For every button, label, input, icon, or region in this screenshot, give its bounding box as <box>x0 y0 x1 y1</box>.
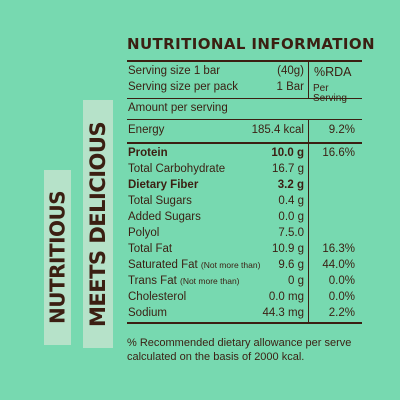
bottom-divider <box>127 322 362 324</box>
nutrient-rows: Energy 185.4 kcal 9.2% Protein 10.0 g 16.6% To… <box>127 120 362 322</box>
energy-divider <box>127 142 362 144</box>
nutrient-name-text: Total Fat <box>128 243 173 255</box>
nutrient-name-text: Trans Fat <box>128 275 177 287</box>
serving-info: Serving size 1 bar (40g) Serving size pe… <box>127 62 362 104</box>
nutrient-name-text: Saturated Fat <box>128 259 198 271</box>
nutrient-name: Trans Fat (Not more than) <box>128 275 240 288</box>
nutrient-row: Added Sugars 0.0 g <box>127 210 362 226</box>
nutrient-row: Polyol 7.5.0 <box>127 226 362 242</box>
nutrient-rda: 16.3% <box>322 243 355 255</box>
nutrient-amount: 10.9 g <box>272 243 304 255</box>
nutrient-amount: 9.6 g <box>278 259 304 271</box>
nutrient-row: Sodium 44.3 mg 2.2% <box>127 306 362 322</box>
nutrition-title: NUTRITIONAL INFORMATION <box>127 35 375 53</box>
side-band-nutritious: NUTRITIOUS <box>44 170 71 345</box>
nutrient-name-text: Dietary Fiber <box>128 179 199 191</box>
nutrient-amount: 0.4 g <box>278 195 304 207</box>
rda-rows-divider <box>308 120 309 322</box>
nutrient-amount: 7.5.0 <box>278 227 304 239</box>
nutrient-name: Dietary Fiber <box>128 179 199 192</box>
nutrient-amount: 0.0 g <box>278 211 304 223</box>
nutrient-row: Total Sugars 0.4 g <box>127 194 362 210</box>
amount-header: Amount per serving <box>127 99 362 119</box>
nutrient-row: Energy 185.4 kcal 9.2% <box>127 120 362 142</box>
nutrient-name-text: Polyol <box>128 227 160 239</box>
nutrient-row: Dietary Fiber 3.2 g <box>127 178 362 194</box>
nutrient-name: Protein <box>128 147 168 160</box>
top-divider <box>127 60 362 62</box>
rda-subheader: Per Serving <box>313 83 347 104</box>
nutrient-name: Total Carbohydrate <box>128 163 226 176</box>
nutrient-name-text: Energy <box>128 124 165 136</box>
nutrient-amount: 10.0 g <box>271 147 304 159</box>
nutrient-name-text: Added Sugars <box>128 211 201 223</box>
nutrient-name: Cholesterol <box>128 291 187 304</box>
nutrient-name: Total Fat <box>128 243 173 256</box>
footnote: % Recommended dietary allowance per serv… <box>127 337 352 363</box>
side-text-meets-delicious: MEETS DELICIOUS <box>86 121 110 327</box>
rda-column-divider <box>308 62 309 98</box>
nutrition-panel: Serving size 1 bar (40g) Serving size pe… <box>127 60 362 324</box>
nutrient-rda: 0.0% <box>328 275 355 287</box>
nutrient-name-text: Cholesterol <box>128 291 187 303</box>
nutrient-note: (Not more than) <box>179 276 240 286</box>
rda-header: %RDA <box>314 65 352 79</box>
nutrient-row: Cholesterol 0.0 mg 0.0% <box>127 290 362 306</box>
nutrient-name: Total Sugars <box>128 195 192 208</box>
nutrient-amount: 185.4 kcal <box>251 124 304 136</box>
nutrient-name: Added Sugars <box>128 211 201 224</box>
nutrient-amount: 3.2 g <box>277 179 304 191</box>
serving-size-label: Serving size 1 bar <box>128 65 221 77</box>
nutrient-row: Protein 10.0 g 16.6% <box>127 146 362 162</box>
amount-divider <box>127 119 362 120</box>
nutrient-rda: 44.0% <box>322 259 355 271</box>
nutrient-name: Sodium <box>128 307 167 320</box>
nutrient-name-text: Protein <box>128 147 168 159</box>
side-text-nutritious: NUTRITIOUS <box>45 190 70 325</box>
amount-header-label: Amount per serving <box>128 102 228 114</box>
nutrient-rda: 9.2% <box>328 124 355 136</box>
nutrient-note: (Not more than) <box>200 260 261 270</box>
nutrient-name-text: Total Sugars <box>128 195 192 207</box>
nutrient-rda: 2.2% <box>328 307 355 319</box>
nutrient-name-text: Sodium <box>128 307 167 319</box>
nutrient-amount: 44.3 mg <box>262 307 304 319</box>
serving-per-pack-label: Serving size per pack <box>128 81 238 93</box>
nutrient-row: Saturated Fat (Not more than) 9.6 g 44.0% <box>127 258 362 274</box>
nutrient-row: Trans Fat (Not more than) 0 g 0.0% <box>127 274 362 290</box>
serving-divider <box>127 98 362 99</box>
serving-size-value: (40g) <box>277 65 304 77</box>
nutrient-amount: 16.7 g <box>272 163 304 175</box>
nutrient-rda: 0.0% <box>328 291 355 303</box>
nutrient-amount: 0.0 mg <box>268 291 304 303</box>
nutrient-name: Saturated Fat (Not more than) <box>128 259 261 272</box>
nutrient-name: Energy <box>128 124 165 137</box>
nutrient-name: Polyol <box>128 227 160 240</box>
nutrient-rda: 16.6% <box>322 147 355 159</box>
nutrient-amount: 0 g <box>288 275 304 287</box>
serving-per-pack-value: 1 Bar <box>276 81 305 93</box>
nutrient-row: Total Carbohydrate 16.7 g <box>127 162 362 178</box>
nutrient-row: Total Fat 10.9 g 16.3% <box>127 242 362 258</box>
side-band-meets-delicious: MEETS DELICIOUS <box>83 100 113 348</box>
nutrient-name-text: Total Carbohydrate <box>128 163 226 175</box>
